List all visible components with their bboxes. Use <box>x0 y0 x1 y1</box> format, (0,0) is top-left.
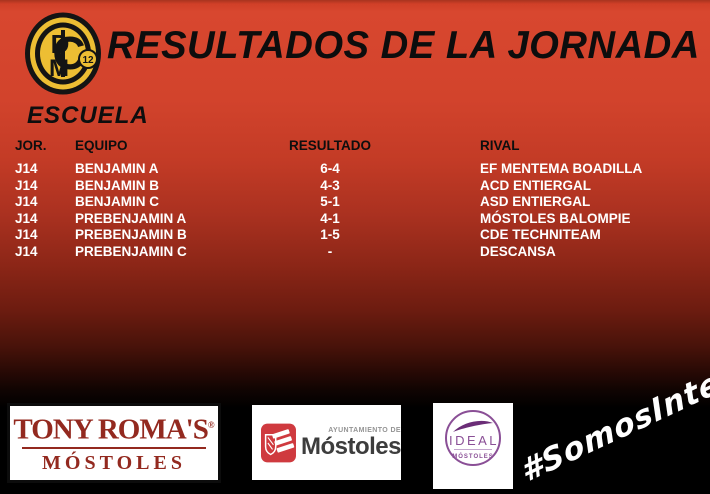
col-header-jor: JOR. <box>15 138 47 153</box>
ideal-tagline-line <box>454 449 492 450</box>
cell-resultado: 1-5 <box>320 227 340 243</box>
ideal-name: IDEAL <box>448 433 500 448</box>
cell-rival: DESCANSA <box>480 243 556 259</box>
hashtag-somosinter: #SomosInter <box>516 357 710 491</box>
cell-jor: J14 <box>15 210 38 226</box>
col-header-rival: RIVAL <box>480 138 520 153</box>
cell-equipo: BENJAMIN C <box>75 194 160 210</box>
club-crest-icon: C D M 12 <box>25 12 101 95</box>
cell-resultado: 4-3 <box>320 177 340 193</box>
cell-equipo: PREBENJAMIN A <box>75 210 187 226</box>
section-title-escuela: ESCUELA <box>27 102 149 129</box>
cell-rival: EF MENTEMA BOADILLA <box>480 161 643 176</box>
sponsor-tony-romas-logo: TONY ROMA'S® MÓSTOLES <box>7 403 221 483</box>
cell-resultado: 5-1 <box>320 194 340 210</box>
cell-jor: J14 <box>15 177 38 193</box>
cell-jor: J14 <box>15 161 38 176</box>
ayuntamiento-line1: AYUNTAMIENTO DE <box>328 426 401 434</box>
cell-rival: MÓSTOLES BALOMPIE <box>480 210 631 226</box>
registered-mark: ® <box>207 420 215 430</box>
cell-equipo: BENJAMIN A <box>75 161 159 176</box>
cell-rival: CDE TECHNITEAM <box>480 227 601 243</box>
cell-resultado: 4-1 <box>320 210 340 226</box>
page-title: RESULTADOS DE LA JORNADA <box>107 24 700 67</box>
tony-romas-city: MÓSTOLES <box>42 452 186 475</box>
sponsor-ideal-logo: IDEAL MÓSTOLES <box>433 403 513 489</box>
table-row: J14 BENJAMIN C 5-1 ASD ENTIERGAL <box>15 194 703 211</box>
tony-romas-name: TONY ROMA'S® <box>10 409 218 447</box>
cell-resultado: 6-4 <box>320 161 340 176</box>
sponsor-ayuntamiento-logo: AYUNTAMIENTO DE Móstoles <box>252 405 402 480</box>
cell-equipo: PREBENJAMIN C <box>75 243 187 259</box>
cell-equipo: BENJAMIN B <box>75 177 160 193</box>
ayuntamiento-text: AYUNTAMIENTO DE Móstoles <box>300 426 402 460</box>
table-row: J14 BENJAMIN B 4-3 ACD ENTIERGAL <box>15 178 703 195</box>
cell-jor: J14 <box>15 227 38 243</box>
col-header-equipo: EQUIPO <box>75 138 128 153</box>
cell-rival: ASD ENTIERGAL <box>480 194 591 210</box>
table-row: J14 PREBENJAMIN C - DESCANSA <box>15 244 703 261</box>
ideal-lash-icon <box>453 420 493 432</box>
tony-romas-name-text: TONY ROMA'S <box>13 413 208 446</box>
cell-resultado: - <box>327 243 333 259</box>
results-table: JOR. EQUIPO RESULTADO RIVAL J14 BENJAMIN… <box>15 138 703 261</box>
cell-jor: J14 <box>15 194 38 210</box>
ayuntamiento-shield-icon <box>261 423 296 462</box>
crest-badge-number: 12 <box>82 55 94 66</box>
crest-letter-m: M <box>49 55 69 82</box>
ideal-city: MÓSTOLES <box>452 454 494 460</box>
tony-romas-rule <box>22 446 206 450</box>
col-header-resultado: RESULTADO <box>289 138 371 153</box>
cell-jor: J14 <box>15 243 38 259</box>
table-header-row: JOR. EQUIPO RESULTADO RIVAL <box>15 138 703 153</box>
table-row: J14 PREBENJAMIN A 4-1 MÓSTOLES BALOMPIE <box>15 211 703 228</box>
table-row: J14 BENJAMIN A 6-4 EF MENTEMA BOADILLA <box>15 161 703 178</box>
table-row: J14 PREBENJAMIN B 1-5 CDE TECHNITEAM <box>15 227 703 244</box>
ayuntamiento-line2: Móstoles <box>300 432 402 460</box>
crest-bar <box>61 30 65 77</box>
cell-equipo: PREBENJAMIN B <box>75 227 187 243</box>
ideal-circle: IDEAL MÓSTOLES <box>445 410 501 466</box>
cell-rival: ACD ENTIERGAL <box>480 177 591 193</box>
